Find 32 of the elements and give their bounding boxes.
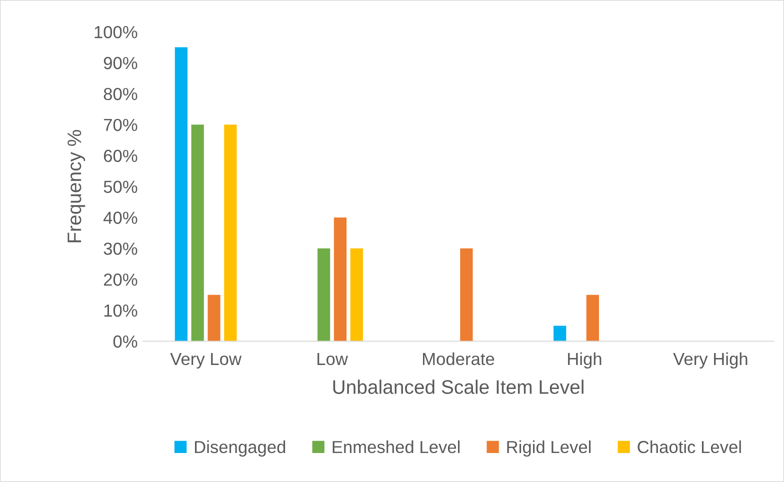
x-tick-label: Very High: [673, 352, 748, 369]
legend-label: Enmeshed Level: [332, 440, 460, 454]
bar: [554, 326, 566, 342]
bar: [350, 248, 363, 342]
legend-label: Disengaged: [194, 440, 286, 457]
y-tick-label: 20%: [104, 274, 138, 286]
y-tick-label: 30%: [104, 242, 138, 255]
y-tick-label: 50%: [104, 180, 138, 193]
bar: [208, 294, 220, 342]
bar: [191, 124, 204, 342]
y-tick-label: 90%: [104, 56, 138, 70]
bar: [174, 47, 188, 342]
x-axis-title: Unbalanced Scale Item Level: [333, 380, 584, 394]
y-tick-label: 80%: [104, 88, 138, 100]
y-tick-label: 10%: [104, 304, 138, 317]
bar: [318, 248, 330, 342]
y-tick-label: 100%: [94, 26, 138, 38]
bar: [460, 248, 473, 342]
x-tick-label: Very Low: [170, 353, 242, 369]
y-axis-title: Frequency %: [68, 130, 86, 242]
x-tick-label: Low: [318, 353, 348, 366]
y-tick-label: 60%: [104, 150, 138, 162]
bar: [334, 217, 347, 342]
x-tick-label: Moderate: [423, 352, 494, 366]
legend-label: Rigid Level: [507, 440, 591, 457]
bar: [224, 124, 237, 342]
y-tick-label: 70%: [104, 118, 138, 132]
legend-label: Chaotic Level: [638, 440, 741, 454]
y-tick-label: 0%: [113, 335, 138, 348]
bar: [586, 294, 599, 342]
x-tick-label: High: [568, 352, 602, 369]
y-tick-label: 40%: [103, 212, 138, 224]
